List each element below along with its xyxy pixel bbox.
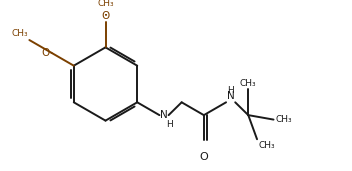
- Text: O: O: [42, 48, 50, 58]
- Text: CH₃: CH₃: [97, 0, 114, 8]
- Text: CH₃: CH₃: [240, 79, 257, 88]
- Text: CH₃: CH₃: [12, 29, 29, 38]
- Text: H: H: [166, 120, 172, 129]
- Text: CH₃: CH₃: [275, 115, 292, 124]
- Text: N: N: [227, 91, 235, 101]
- Text: CH₃: CH₃: [259, 141, 276, 150]
- Text: N: N: [161, 110, 168, 120]
- Text: O: O: [200, 153, 208, 162]
- Text: O: O: [101, 11, 109, 21]
- Text: H: H: [227, 86, 234, 95]
